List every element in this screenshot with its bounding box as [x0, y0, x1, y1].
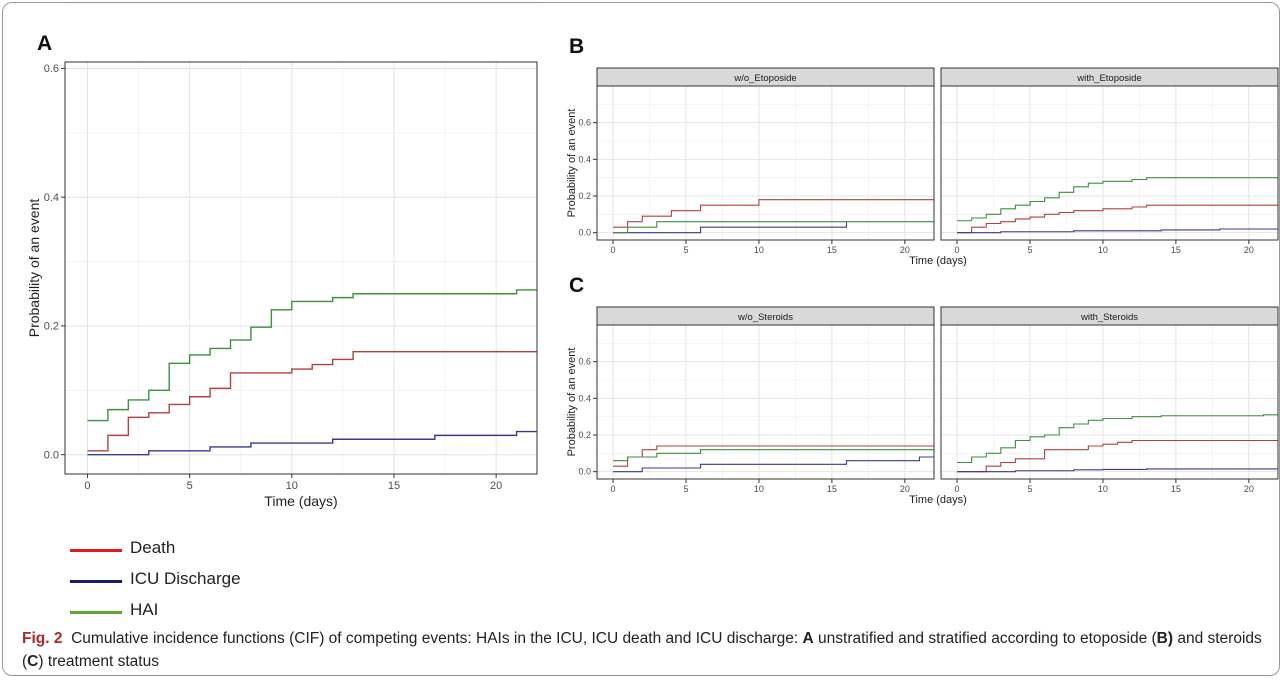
panel-border [64, 61, 538, 475]
panel-border [940, 324, 1279, 480]
series-line-icu_discharge [613, 221, 848, 234]
x-tick-label: 10 [754, 484, 764, 494]
x-tick-label: 0 [84, 480, 90, 492]
legend-label-death: Death [130, 538, 176, 557]
x-tick-label: 10 [286, 480, 298, 492]
panel-label-b: B [569, 35, 584, 58]
x-tick-label: 10 [754, 245, 764, 255]
y-tick-label: 0.4 [44, 192, 59, 204]
x-tick-label: 0 [611, 245, 616, 255]
facet-strip-label: w/o_Etoposide [733, 73, 796, 84]
x-tick-label: 15 [827, 484, 837, 494]
legend-label-hai: HAI [130, 600, 159, 619]
legend-swatch-death [70, 549, 122, 552]
y-axis-label-b: Probability of an event [566, 109, 578, 218]
series-line-death [957, 204, 1278, 234]
y-axis-label-a: Probability of an event [26, 199, 42, 338]
caption-text-4: ) treatment status [38, 653, 159, 670]
panel-c-facet-1: 0 5 10 15 20 0.0 0.2 0.4 0.6 [578, 324, 935, 494]
series-line-icu_discharge [957, 227, 1279, 234]
legend-swatch-icu-discharge [70, 580, 122, 583]
x-tick-label: 5 [1027, 484, 1032, 494]
series-line-hai [613, 221, 934, 234]
series-line-death [957, 439, 1278, 473]
y-tick-label: 0.2 [44, 321, 59, 333]
caption-bold-c: C [27, 653, 39, 670]
x-tick-label: 20 [1244, 484, 1254, 494]
legend-label-icu-discharge: ICU Discharge [130, 569, 241, 588]
facet-strip-label: with_Etoposide [1076, 73, 1141, 84]
y-tick-label: 0.6 [578, 118, 591, 128]
y-tick-label: 0.2 [578, 191, 591, 201]
caption-bold-b: B) [1156, 630, 1174, 647]
caption-text-2: unstratified and stratified according to… [813, 630, 1157, 647]
x-tick-label: 0 [955, 245, 960, 255]
caption-bold-a: A [802, 630, 814, 647]
x-axis-label-c: Time (days) [909, 494, 967, 506]
x-tick-label: 20 [900, 245, 910, 255]
x-tick-label: 15 [388, 480, 400, 492]
series-line-icu_discharge [87, 430, 537, 456]
x-tick-label: 15 [1171, 245, 1181, 255]
caption-fig-label: Fig. 2 [22, 630, 63, 647]
panel-border [596, 324, 935, 480]
series-line-hai [87, 289, 537, 422]
x-tick-label: 20 [490, 480, 502, 492]
panel-c-facet-2: 0 5 10 15 20 [940, 324, 1279, 494]
series-line-icu_discharge [957, 468, 1278, 473]
x-tick-label: 0 [955, 484, 960, 494]
x-tick-label: 5 [683, 245, 688, 255]
series-line-hai [613, 449, 934, 462]
caption-text-1: Cumulative incidence functions (CIF) of … [71, 630, 803, 647]
panel-a: 0 5 10 15 20 0.0 0.2 0.4 0.6 [44, 3, 538, 492]
x-tick-label: 5 [683, 484, 688, 494]
y-tick-label: 0.2 [578, 430, 591, 440]
y-tick-label: 0.0 [578, 228, 591, 238]
panel-label-a: A [37, 32, 52, 55]
x-tick-label: 15 [1171, 484, 1181, 494]
caption-text-3: and steroids ( [22, 630, 1262, 670]
panel-label-c: C [569, 274, 584, 297]
x-axis-label-a: Time (days) [264, 493, 337, 509]
series-line-hai [957, 414, 1278, 464]
figure-caption: Fig. 2 Cumulative incidence functions (C… [22, 627, 1262, 673]
series-line-icu_discharge [613, 456, 934, 473]
series-line-death [613, 199, 934, 228]
y-tick-label: 0.4 [578, 393, 591, 403]
x-tick-label: 5 [187, 480, 193, 492]
x-tick-label: 0 [611, 484, 616, 494]
legend-swatch-hai [70, 611, 122, 614]
facet-strip-label: w/o_Steroids [737, 312, 793, 323]
x-tick-label: 10 [1098, 245, 1108, 255]
y-tick-label: 0.4 [578, 154, 591, 164]
panel-b-facet-2: 0 5 10 15 20 [940, 85, 1279, 255]
series-line-death [613, 445, 934, 467]
panel-b-facet-1: 0 5 10 15 20 0.0 0.2 0.4 0.6 [578, 85, 935, 255]
y-axis-label-c: Probability of an event [566, 348, 578, 457]
series-line-death [87, 350, 537, 452]
panel-border [596, 85, 935, 241]
y-tick-label: 0.6 [578, 357, 591, 367]
y-tick-label: 0.0 [44, 449, 59, 461]
panel-border [940, 85, 1279, 241]
series-line-hai [957, 177, 1278, 222]
x-tick-label: 15 [827, 245, 837, 255]
x-tick-label: 5 [1027, 245, 1032, 255]
x-tick-label: 20 [1244, 245, 1254, 255]
x-axis-label-b: Time (days) [909, 255, 967, 267]
y-tick-label: 0.6 [44, 63, 59, 75]
facet-strip-label: with_Steroids [1080, 312, 1138, 323]
x-tick-label: 10 [1098, 484, 1108, 494]
y-tick-label: 0.0 [578, 467, 591, 477]
x-tick-label: 20 [900, 484, 910, 494]
